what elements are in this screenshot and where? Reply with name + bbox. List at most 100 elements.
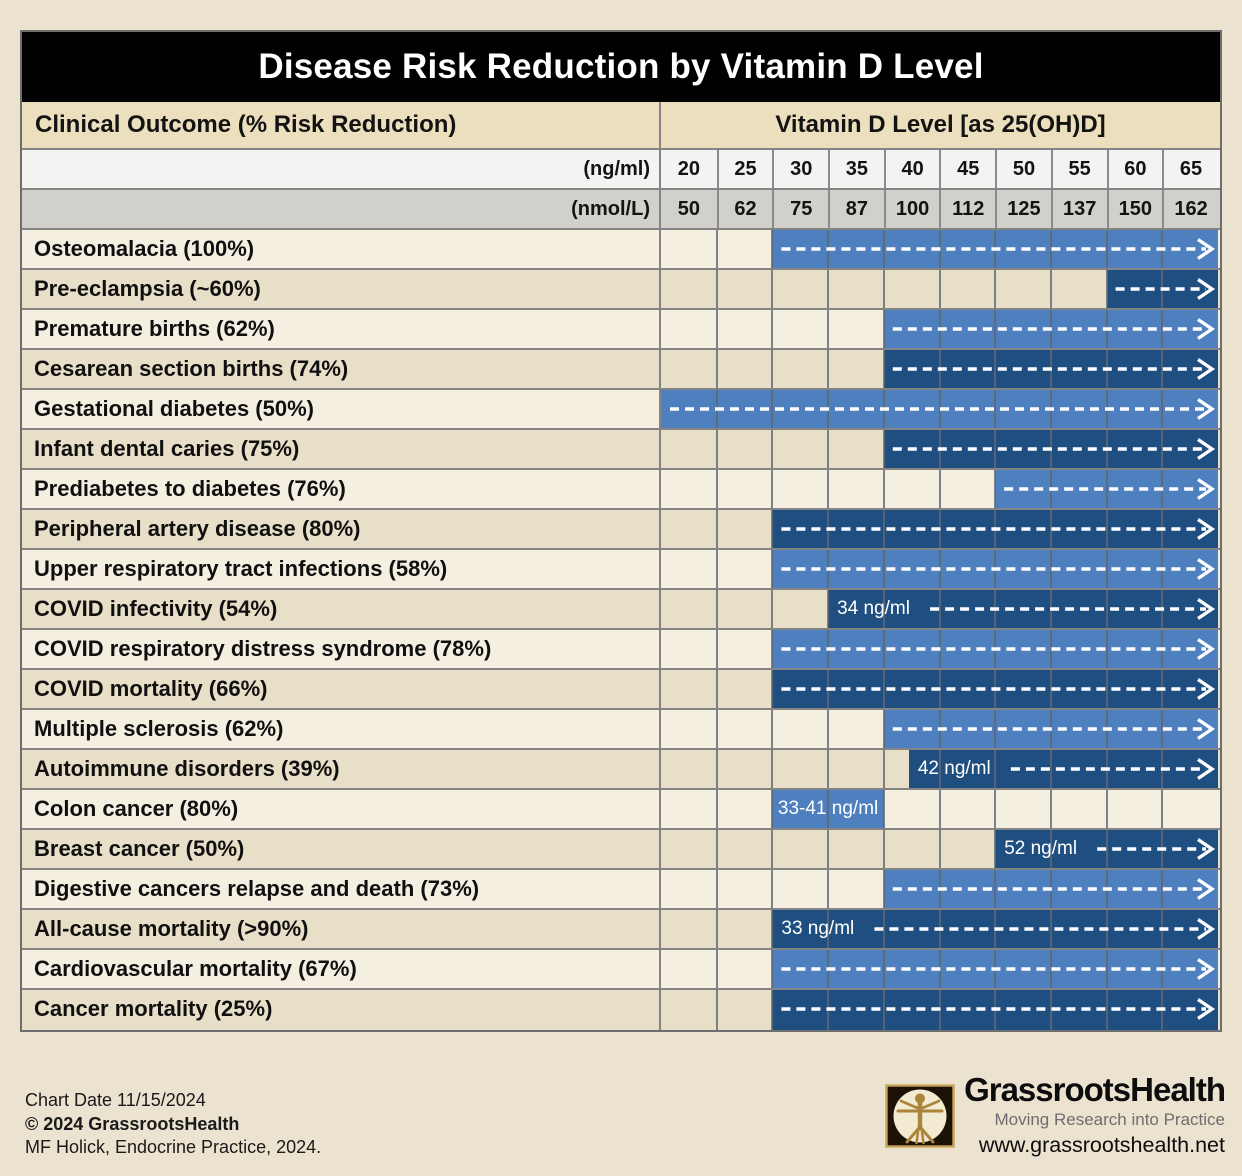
outcome-label: Infant dental caries (75%) — [22, 430, 661, 468]
bar-area — [661, 230, 1220, 268]
nmoll-unit-label: (nmol/L) — [22, 190, 661, 228]
vitruvian-man-icon — [885, 1083, 955, 1148]
bar-value-label: 33 ng/ml — [781, 918, 855, 939]
outcome-label: Cardiovascular mortality (67%) — [22, 950, 661, 988]
brand-tagline: Moving Research into Practice — [994, 1110, 1225, 1129]
table-row: Digestive cancers relapse and death (73%… — [22, 870, 1220, 910]
table-row: Premature births (62%) — [22, 310, 1220, 350]
bar-area: 42 ng/ml — [661, 750, 1220, 788]
table-row: Autoimmune disorders (39%) 42 ng/ml — [22, 750, 1220, 790]
nmoll-value: 125 — [995, 190, 1051, 228]
outcome-label: Autoimmune disorders (39%) — [22, 750, 661, 788]
grid-line — [1105, 790, 1108, 828]
table-row: Cancer mortality (25%) — [22, 990, 1220, 1030]
bar-area — [661, 310, 1220, 348]
table-row: Pre-eclampsia (~60%) — [22, 270, 1220, 310]
outcome-label: COVID respiratory distress syndrome (78%… — [22, 630, 661, 668]
vitamin-d-column-header: Vitamin D Level [as 25(OH)D] — [775, 111, 1106, 138]
bar-area — [661, 990, 1220, 1030]
bar-area — [661, 670, 1220, 708]
dashed-arrow — [781, 998, 1216, 1020]
dashed-arrow — [781, 638, 1216, 660]
table-row: Infant dental caries (75%) — [22, 430, 1220, 470]
brand-name: GrassrootsHealth — [964, 1071, 1226, 1108]
table-row: Prediabetes to diabetes (76%) — [22, 470, 1220, 510]
dashed-arrow — [781, 238, 1216, 260]
bar-value-label: 42 ng/ml — [917, 758, 991, 779]
table-row: Osteomalacia (100%) — [22, 230, 1220, 270]
dashed-arrow — [670, 398, 1216, 420]
dashed-arrow — [930, 598, 1216, 620]
grid-line — [938, 790, 941, 828]
bar-area — [661, 950, 1220, 988]
table-row: COVID respiratory distress syndrome (78%… — [22, 630, 1220, 670]
table-row: Cesarean section births (74%) — [22, 350, 1220, 390]
dashed-arrow — [892, 358, 1216, 380]
dashed-arrow — [892, 718, 1216, 740]
bar-area: 34 ng/ml — [661, 590, 1220, 628]
outcome-label: Peripheral artery disease (80%) — [22, 510, 661, 548]
bar-area — [661, 430, 1220, 468]
table-row: Peripheral artery disease (80%) — [22, 510, 1220, 550]
nmoll-header-row: (nmol/L) 50 62 75 87 100 112 125 137 150 162 — [22, 190, 1220, 230]
table-row: COVID infectivity (54%) 34 ng/ml — [22, 590, 1220, 630]
bar-area: 33 ng/ml — [661, 910, 1220, 948]
nmoll-value: 87 — [828, 190, 884, 228]
ngml-value: 60 — [1106, 150, 1163, 188]
dashed-arrow — [1004, 478, 1216, 500]
nmoll-value: 150 — [1106, 190, 1163, 228]
brand-text: GrassrootsHealth Moving Research into Pr… — [964, 1071, 1226, 1159]
chart-table: Disease Risk Reduction by Vitamin D Leve… — [20, 30, 1222, 1032]
bar-value-label: 34 ng/ml — [837, 598, 910, 619]
bar-area: 33-41 ng/ml — [661, 790, 1220, 828]
ngml-value: 55 — [1050, 150, 1107, 188]
table-row: Multiple sclerosis (62%) — [22, 710, 1220, 750]
outcome-label: All-cause mortality (>90%) — [22, 910, 661, 948]
grid-line — [1161, 790, 1164, 828]
bar-area — [661, 470, 1220, 508]
table-row: Upper respiratory tract infections (58%) — [22, 550, 1220, 590]
ngml-value: 50 — [995, 150, 1051, 188]
reference: MF Holick, Endocrine Practice, 2024. — [25, 1137, 322, 1157]
outcome-label: COVID mortality (66%) — [22, 670, 661, 708]
ngml-header-row: (ng/ml) 20 25 30 35 40 45 50 55 60 65 — [22, 150, 1220, 190]
table-row: Gestational diabetes (50%) — [22, 390, 1220, 430]
outcome-label: Upper respiratory tract infections (58%) — [22, 550, 661, 588]
chart-date: Chart Date 11/15/2024 — [25, 1090, 206, 1110]
outcome-label: Osteomalacia (100%) — [22, 230, 661, 268]
dashed-arrow — [781, 518, 1216, 540]
grid-line — [1049, 790, 1052, 828]
bar-area — [661, 630, 1220, 668]
outcome-column-header: Clinical Outcome (% Risk Reduction) — [22, 102, 661, 148]
dashed-arrow — [1115, 278, 1216, 300]
dashed-arrow — [781, 958, 1216, 980]
table-row: COVID mortality (66%) — [22, 670, 1220, 710]
dashed-arrow — [781, 678, 1216, 700]
footer-notes: Chart Date 11/15/2024 © 2024 GrassrootsH… — [25, 1089, 321, 1160]
dashed-arrow — [892, 318, 1216, 340]
bar-area — [661, 390, 1220, 428]
table-row: Colon cancer (80%) 33-41 ng/ml — [22, 790, 1220, 830]
chart-title: Disease Risk Reduction by Vitamin D Leve… — [22, 32, 1220, 102]
bar-area — [661, 550, 1220, 588]
ngml-unit-label: (ng/ml) — [22, 150, 661, 188]
nmoll-value: 62 — [716, 190, 773, 228]
dashed-arrow — [1097, 838, 1216, 860]
dashed-arrow — [1010, 758, 1216, 780]
ngml-value: 35 — [828, 150, 884, 188]
ngml-value: 45 — [939, 150, 995, 188]
ngml-value: 30 — [772, 150, 828, 188]
bar-area — [661, 270, 1220, 308]
outcome-label: Gestational diabetes (50%) — [22, 390, 661, 428]
ngml-value: 65 — [1162, 150, 1218, 188]
copyright: © 2024 GrassrootsHealth — [25, 1113, 240, 1134]
bar-area — [661, 350, 1220, 388]
table-row: Cardiovascular mortality (67%) — [22, 950, 1220, 990]
outcome-label: Cancer mortality (25%) — [22, 990, 661, 1030]
nmoll-values: 50 62 75 87 100 112 125 137 150 162 — [661, 190, 1220, 228]
nmoll-value: 50 — [677, 198, 700, 220]
bar-value-label: 52 ng/ml — [1004, 838, 1078, 859]
dashed-arrow — [892, 438, 1216, 460]
ngml-value: 40 — [883, 150, 940, 188]
bar-value-label: 33-41 ng/ml — [777, 798, 879, 819]
